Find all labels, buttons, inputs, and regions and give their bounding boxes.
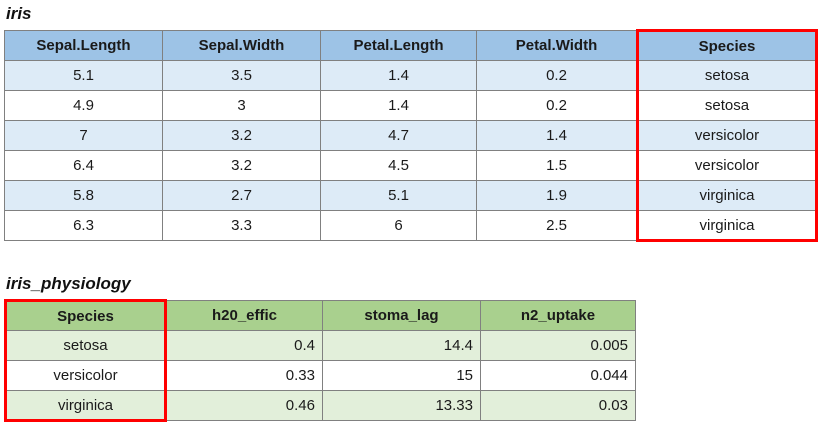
table-cell: 6	[320, 210, 477, 241]
table-row: 6.4 3.2 4.5 1.5 versicolor	[4, 150, 818, 181]
table-cell: 3.2	[162, 120, 321, 151]
table-cell: 6.3	[4, 210, 163, 241]
table-cell: setosa	[4, 330, 167, 361]
iris-physiology-table: Species h20_effic stoma_lag n2_uptake setosa…	[4, 299, 636, 422]
table-row: 7 3.2 4.7 1.4 versicolor	[4, 120, 818, 151]
table-cell: setosa	[636, 60, 818, 91]
table-cell: versicolor	[636, 120, 818, 151]
table-cell: 7	[4, 120, 163, 151]
table-cell: 1.9	[476, 180, 638, 211]
table-cell: versicolor	[4, 360, 167, 391]
table-cell: 15	[322, 360, 481, 391]
table-cell: 0.2	[476, 90, 638, 121]
table-row: 5.1 3.5 1.4 0.2 setosa	[4, 60, 818, 91]
table-cell: 1.4	[476, 120, 638, 151]
table-row: versicolor 0.33 15 0.044	[4, 360, 636, 391]
table-cell: 4.7	[320, 120, 477, 151]
iris-physiology-table-title: iris_physiology	[6, 274, 131, 293]
table-row: virginica 0.46 13.33 0.03	[4, 390, 636, 422]
table-cell: 0.4	[165, 330, 323, 361]
table-cell: versicolor	[636, 150, 818, 181]
table-cell: 3	[162, 90, 321, 121]
table-cell: 1.4	[320, 60, 477, 91]
table-row: 4.9 3 1.4 0.2 setosa	[4, 90, 818, 121]
column-header: Species	[4, 299, 167, 331]
column-header: n2_uptake	[480, 300, 636, 331]
table-cell: 4.5	[320, 150, 477, 181]
iris-table: Sepal.Length Sepal.Width Petal.Length Petal…	[4, 29, 818, 242]
table-cell: 1.4	[320, 90, 477, 121]
table-cell: virginica	[636, 180, 818, 211]
column-header: Sepal.Length	[4, 30, 163, 61]
table-row: setosa 0.4 14.4 0.005	[4, 330, 636, 361]
header-row: Species h20_effic stoma_lag n2_uptake	[4, 299, 636, 331]
table-cell: 5.1	[320, 180, 477, 211]
table-cell: 5.1	[4, 60, 163, 91]
column-header: Sepal.Width	[162, 30, 321, 61]
table-cell: 0.2	[476, 60, 638, 91]
iris-table-title: iris	[6, 4, 32, 23]
table-cell: 14.4	[322, 330, 481, 361]
column-header: Petal.Width	[476, 30, 638, 61]
table-cell: 3.5	[162, 60, 321, 91]
table-row: 6.3 3.3 6 2.5 virginica	[4, 210, 818, 242]
table-cell: 0.044	[480, 360, 636, 391]
table-cell: 5.8	[4, 180, 163, 211]
column-header: Species	[636, 29, 818, 61]
header-row: Sepal.Length Sepal.Width Petal.Length Petal…	[4, 29, 818, 61]
column-header: Petal.Length	[320, 30, 477, 61]
table-cell: 0.33	[165, 360, 323, 391]
iris-physiology-table-section: iris_physiology Species h20_effic stoma_la…	[4, 273, 816, 422]
table-cell: 13.33	[322, 390, 481, 421]
table-cell: 6.4	[4, 150, 163, 181]
column-header: h20_effic	[165, 300, 323, 331]
table-cell: virginica	[636, 210, 818, 242]
table-cell: 3.2	[162, 150, 321, 181]
table-cell: 1.5	[476, 150, 638, 181]
table-row: 5.8 2.7 5.1 1.9 virginica	[4, 180, 818, 211]
iris-table-section: iris Sepal.Length Sepal.Width Petal.Length…	[4, 3, 818, 242]
table-cell: setosa	[636, 90, 818, 121]
table-cell: 0.005	[480, 330, 636, 361]
table-cell: 0.03	[480, 390, 636, 421]
column-header: stoma_lag	[322, 300, 481, 331]
table-cell: 4.9	[4, 90, 163, 121]
table-cell: 3.3	[162, 210, 321, 241]
table-cell: 2.7	[162, 180, 321, 211]
table-cell: 2.5	[476, 210, 638, 241]
table-cell: 0.46	[165, 390, 323, 421]
table-cell: virginica	[4, 390, 167, 422]
